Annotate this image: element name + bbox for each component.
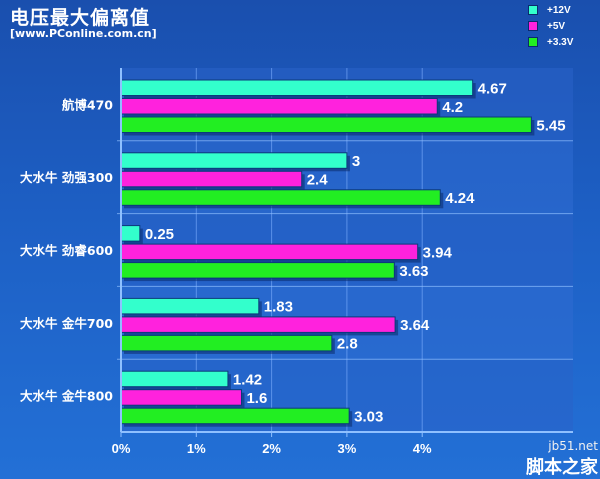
source-label: [www.PConline.com.cn]	[10, 27, 157, 40]
bar-value-label: 3	[352, 153, 360, 170]
category-label: 大水牛 金牛700	[20, 316, 113, 331]
category-label: 大水牛 金牛800	[20, 389, 113, 404]
bar-value-label: 4.2	[442, 99, 463, 116]
bar-value-label: 2.8	[337, 336, 358, 353]
bar	[120, 334, 333, 352]
bar-value-label: 3.03	[354, 408, 383, 425]
bar-value-label: 1.42	[233, 371, 262, 388]
bar	[120, 170, 303, 188]
legend-label-12v: +12V	[547, 4, 571, 16]
bar-value-label: 1.83	[264, 299, 293, 316]
chart-title: 电压最大偏离值	[10, 7, 151, 29]
bar	[120, 189, 441, 206]
bar-value-label: 0.25	[145, 226, 174, 243]
bar	[120, 116, 532, 133]
axes	[120, 68, 573, 437]
legend-item-5v: +5V	[528, 18, 600, 34]
x-tick-label: 1%	[187, 441, 206, 456]
category-labels: 航博470 大水牛 劲强300 大水牛 劲睿600 大水牛 金牛700 大水牛 金牛80…	[20, 97, 113, 403]
bar-value-label: 3.64	[400, 317, 430, 334]
bar-value-label: 2.4	[307, 172, 329, 189]
bar	[120, 316, 396, 333]
bar-value-label: 3.63	[399, 263, 428, 280]
watermark-site: jb51.net	[548, 439, 598, 453]
legend-label-3v3: +3.3V	[547, 36, 574, 48]
bar	[120, 262, 395, 279]
x-tick-label: 3%	[338, 441, 357, 456]
bar	[120, 152, 348, 169]
bar-value-label: 4.67	[478, 80, 507, 97]
bar-value-label: 5.45	[536, 117, 565, 134]
bar-value-label: 3.94	[423, 244, 453, 261]
watermark: jb51.net 脚本之家	[526, 439, 598, 479]
x-tick-label: 2%	[262, 441, 281, 456]
bar	[120, 225, 141, 242]
data-labels: 4.67 4.2 5.45 3 2.4 4.24 0.25 3.94 3.63 1.83 3.64 2…	[145, 80, 566, 425]
bar	[120, 370, 229, 388]
legend: +12V +5V +3.3V	[528, 2, 600, 50]
bar	[120, 407, 350, 425]
legend-swatch-5v	[528, 21, 538, 31]
bars	[120, 79, 535, 427]
bar	[120, 98, 438, 115]
bar	[120, 79, 474, 96]
legend-item-3v3: +3.3V	[528, 34, 600, 50]
legend-swatch-12v	[528, 5, 538, 15]
legend-item-12v: +12V	[528, 2, 600, 18]
bar-value-label: 1.6	[246, 390, 267, 407]
category-label: 大水牛 劲强300	[20, 170, 113, 185]
bar-value-label: 4.24	[445, 190, 475, 207]
category-label: 航博470	[62, 97, 113, 112]
legend-label-5v: +5V	[547, 20, 566, 32]
x-tick-label: 4%	[413, 441, 432, 456]
bar	[120, 389, 242, 406]
bar	[120, 297, 260, 315]
watermark-name: 脚本之家	[526, 457, 598, 478]
bar	[120, 243, 419, 261]
x-tick-label: 0%	[112, 441, 131, 456]
x-tick-labels: 0% 1% 2% 3% 4%	[112, 441, 432, 456]
legend-swatch-3v3	[528, 37, 538, 47]
category-label: 大水牛 劲睿600	[20, 243, 113, 258]
